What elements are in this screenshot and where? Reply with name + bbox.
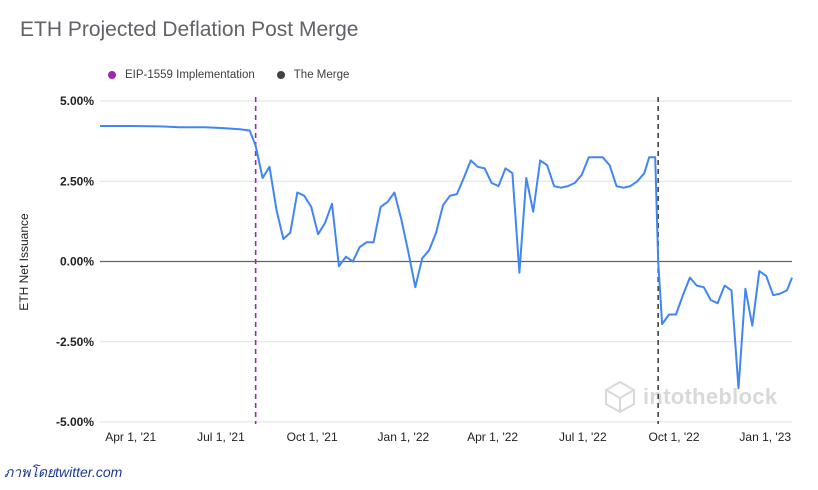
watermark-logo: intotheblock — [603, 380, 777, 414]
chart-legend: EIP-1559 Implementation The Merge — [108, 69, 349, 81]
legend-marker-eip1559 — [108, 71, 116, 79]
series-line — [100, 125, 793, 390]
y-tick-label: -5.00% — [56, 415, 94, 429]
x-tick-label: Apr 1, '21 — [105, 430, 156, 444]
x-tick-label: Jul 1, '21 — [197, 430, 245, 444]
x-tick-label: Jan 1, '23 — [739, 430, 791, 444]
x-tick-label: Apr 1, '22 — [467, 430, 518, 444]
legend-label-eip1559: EIP-1559 Implementation — [125, 69, 255, 81]
x-tick-label: Oct 1, '22 — [649, 430, 700, 444]
legend-item-eip1559[interactable]: EIP-1559 Implementation — [108, 69, 255, 81]
x-tick-label: Jan 1, '22 — [378, 430, 430, 444]
x-tick-label: Jul 1, '22 — [559, 430, 607, 444]
y-tick-label: 0.00% — [60, 255, 94, 269]
y-tick-label: 5.00% — [60, 94, 94, 108]
cube-logo-icon — [605, 380, 635, 414]
y-tick-label: -2.50% — [56, 335, 94, 349]
legend-label-merge: The Merge — [293, 69, 350, 81]
watermark-text: intotheblock — [643, 384, 778, 409]
legend-item-merge[interactable]: The Merge — [276, 69, 350, 81]
chart-title: ETH Projected Deflation Post Merge — [20, 18, 359, 41]
legend-marker-merge — [276, 71, 285, 79]
image-credit: ภาพโดยtwitter.com — [4, 464, 123, 480]
x-tick-label: Oct 1, '21 — [287, 430, 338, 444]
y-tick-label: 2.50% — [60, 174, 94, 188]
